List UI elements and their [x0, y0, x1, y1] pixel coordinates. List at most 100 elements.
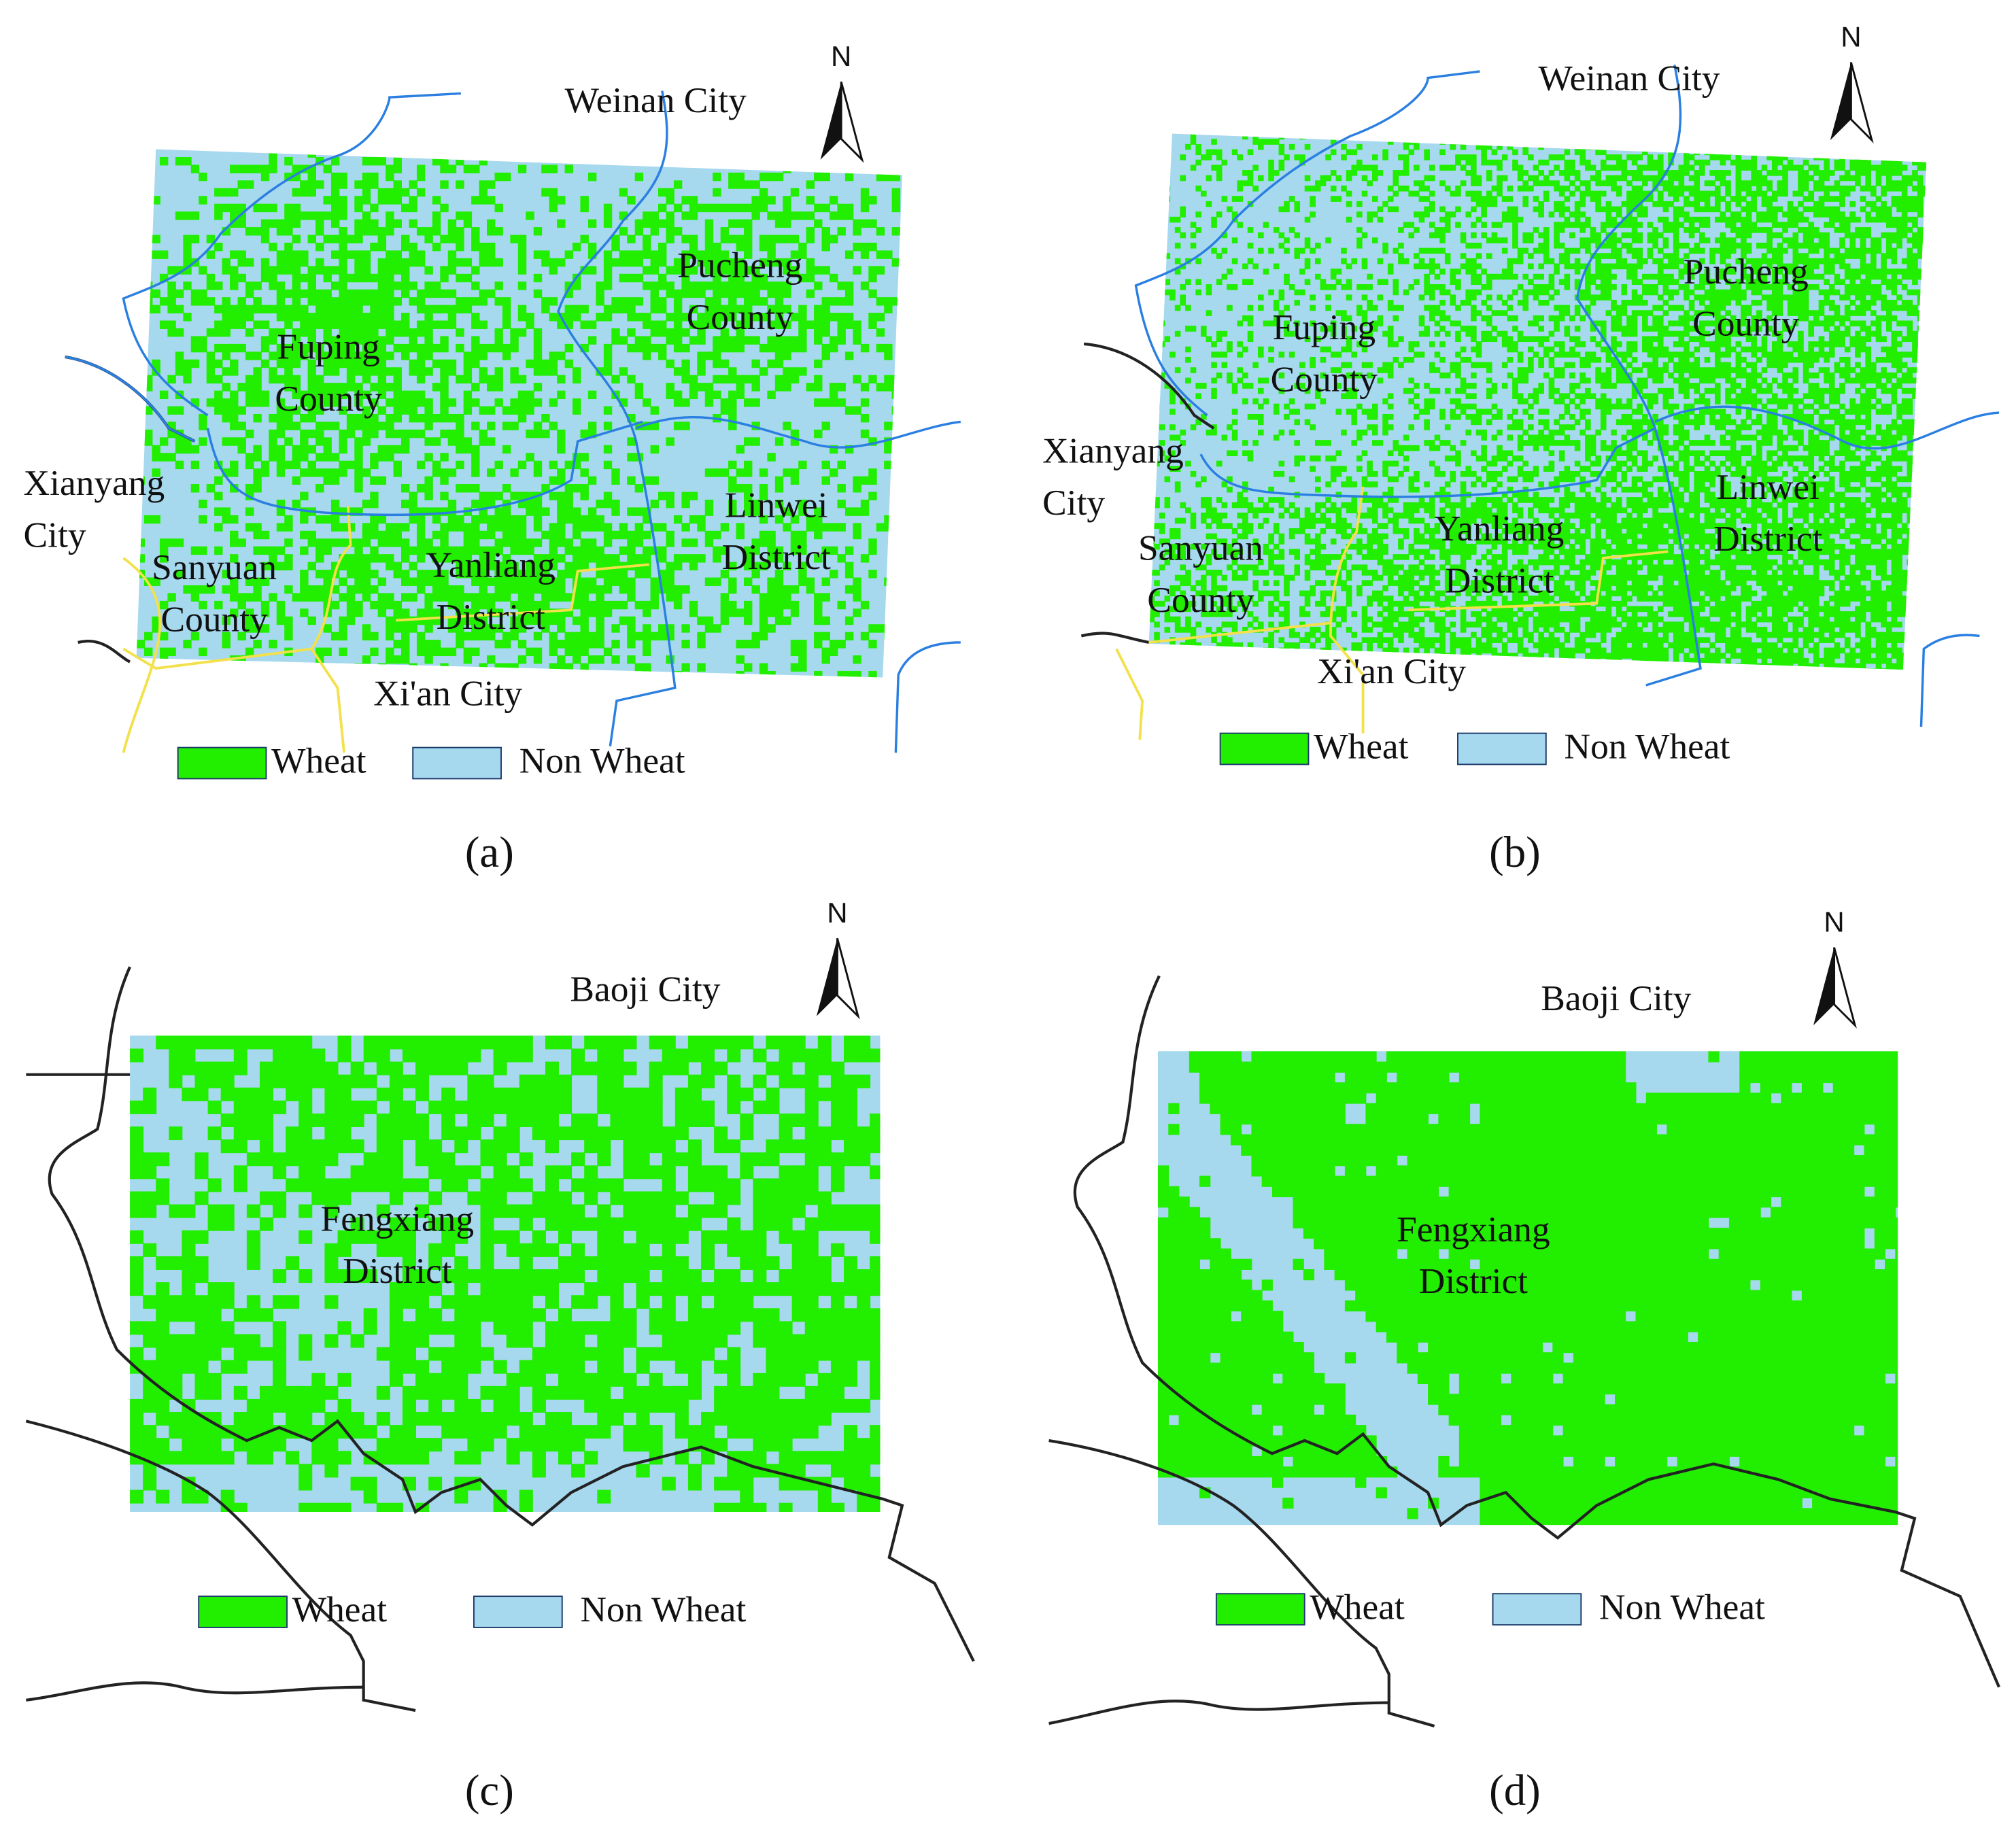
wheat-pixel [447, 437, 457, 446]
wheat-pixel [1896, 216, 1902, 223]
wheat-pixel [1901, 133, 1908, 140]
wheat-pixel [1180, 211, 1186, 218]
wheat-pixel [830, 468, 838, 477]
wheat-pixel [1403, 185, 1410, 192]
wheat-pixel [1678, 165, 1685, 171]
wheat-pixel [1564, 247, 1571, 254]
wheat-pixel [697, 281, 706, 290]
wheat-pixel [362, 468, 371, 477]
wheat-pixel [1787, 310, 1794, 316]
wheat-pixel [564, 492, 573, 500]
wheat-pixel [409, 180, 417, 189]
wheat-pixel [759, 172, 768, 182]
wheat-pixel [720, 203, 730, 213]
wheat-pixel [1356, 242, 1363, 249]
wheat-pixel [798, 250, 807, 259]
wheat-pixel [1699, 159, 1705, 166]
wheat-pixel [767, 172, 776, 182]
wheat-pixel [837, 227, 846, 236]
wheat-pixel [713, 546, 721, 555]
wheat-pixel [1356, 211, 1363, 218]
wheat-pixel [736, 523, 745, 532]
wheat-pixel [1325, 294, 1331, 300]
wheat-pixel [868, 468, 877, 477]
wheat-pixel [1507, 211, 1514, 218]
wheat-pixel [643, 351, 651, 360]
wheat-pixel [1792, 149, 1799, 156]
wheat-pixel [844, 211, 854, 220]
wheat-pixel [564, 593, 573, 602]
wheat-pixel [1247, 242, 1254, 249]
wheat-pixel [1756, 216, 1762, 223]
wheat-pixel [526, 453, 534, 462]
wheat-pixel [253, 305, 262, 314]
wheat-pixel [1818, 299, 1825, 306]
wheat-pixel [1450, 143, 1456, 150]
wheat-pixel [774, 585, 784, 594]
wheat-pixel [471, 343, 480, 353]
wheat-pixel [1709, 289, 1715, 296]
wheat-pixel [814, 313, 823, 322]
wheat-pixel [1600, 133, 1607, 140]
wheat-pixel [1839, 175, 1845, 182]
wheat-pixel [1828, 315, 1835, 322]
wheat-pixel [494, 328, 503, 337]
wheat-pixel [1257, 232, 1264, 239]
wheat-pixel [1803, 315, 1809, 322]
wheat-pixel [1543, 242, 1550, 249]
wheat-pixel [1782, 263, 1788, 270]
wheat-pixel [315, 593, 324, 602]
wheat-pixel [557, 538, 566, 547]
wheat-pixel [339, 297, 347, 306]
wheat-pixel [1647, 237, 1654, 243]
wheat-pixel [440, 165, 449, 173]
wheat-pixel [1533, 247, 1539, 254]
wheat-pixel [774, 219, 784, 228]
wheat-pixel [1907, 269, 1913, 275]
wheat-pixel [884, 297, 893, 306]
wheat-pixel [517, 593, 527, 602]
wheat-pixel [416, 351, 426, 360]
wheat-pixel [1714, 299, 1721, 306]
wheat-pixel [386, 313, 394, 322]
wheat-pixel [362, 359, 371, 368]
wheat-pixel [517, 250, 527, 259]
wheat-pixel [339, 406, 347, 415]
wheat-pixel [603, 600, 613, 610]
wheat-pixel [447, 320, 457, 329]
wheat-pixel [1367, 180, 1373, 186]
wheat-pixel [868, 375, 877, 384]
wheat-pixel [673, 343, 683, 353]
wheat-pixel [1756, 180, 1762, 186]
wheat-pixel [1901, 216, 1908, 223]
wheat-pixel [370, 203, 379, 213]
wheat-pixel [1798, 310, 1804, 316]
wheat-pixel [549, 351, 558, 360]
wheat-pixel [860, 165, 870, 173]
wheat-pixel [1818, 320, 1825, 327]
wheat-pixel [323, 165, 332, 173]
wheat-pixel [447, 647, 457, 657]
wheat-pixel [199, 647, 207, 657]
wheat-pixel [1263, 320, 1269, 327]
wheat-pixel [728, 203, 737, 213]
wheat-pixel [183, 367, 192, 376]
wheat-pixel [1885, 170, 1892, 176]
wheat-pixel [541, 600, 550, 610]
wheat-pixel [479, 196, 488, 205]
wheat-pixel [136, 203, 145, 213]
wheat-pixel [798, 320, 807, 329]
wheat-pixel [260, 608, 270, 617]
wheat-pixel [1414, 165, 1420, 171]
wheat-pixel [393, 523, 402, 532]
wheat-pixel [432, 546, 441, 555]
wheat-pixel [1429, 258, 1435, 264]
wheat-pixel [1377, 258, 1384, 264]
wheat-pixel [774, 305, 784, 314]
wheat-pixel [783, 320, 791, 329]
wheat-pixel [409, 624, 417, 633]
wheat-pixel [1684, 242, 1690, 249]
wheat-pixel [573, 305, 581, 314]
wheat-pixel [619, 273, 628, 283]
wheat-pixel [471, 468, 480, 477]
